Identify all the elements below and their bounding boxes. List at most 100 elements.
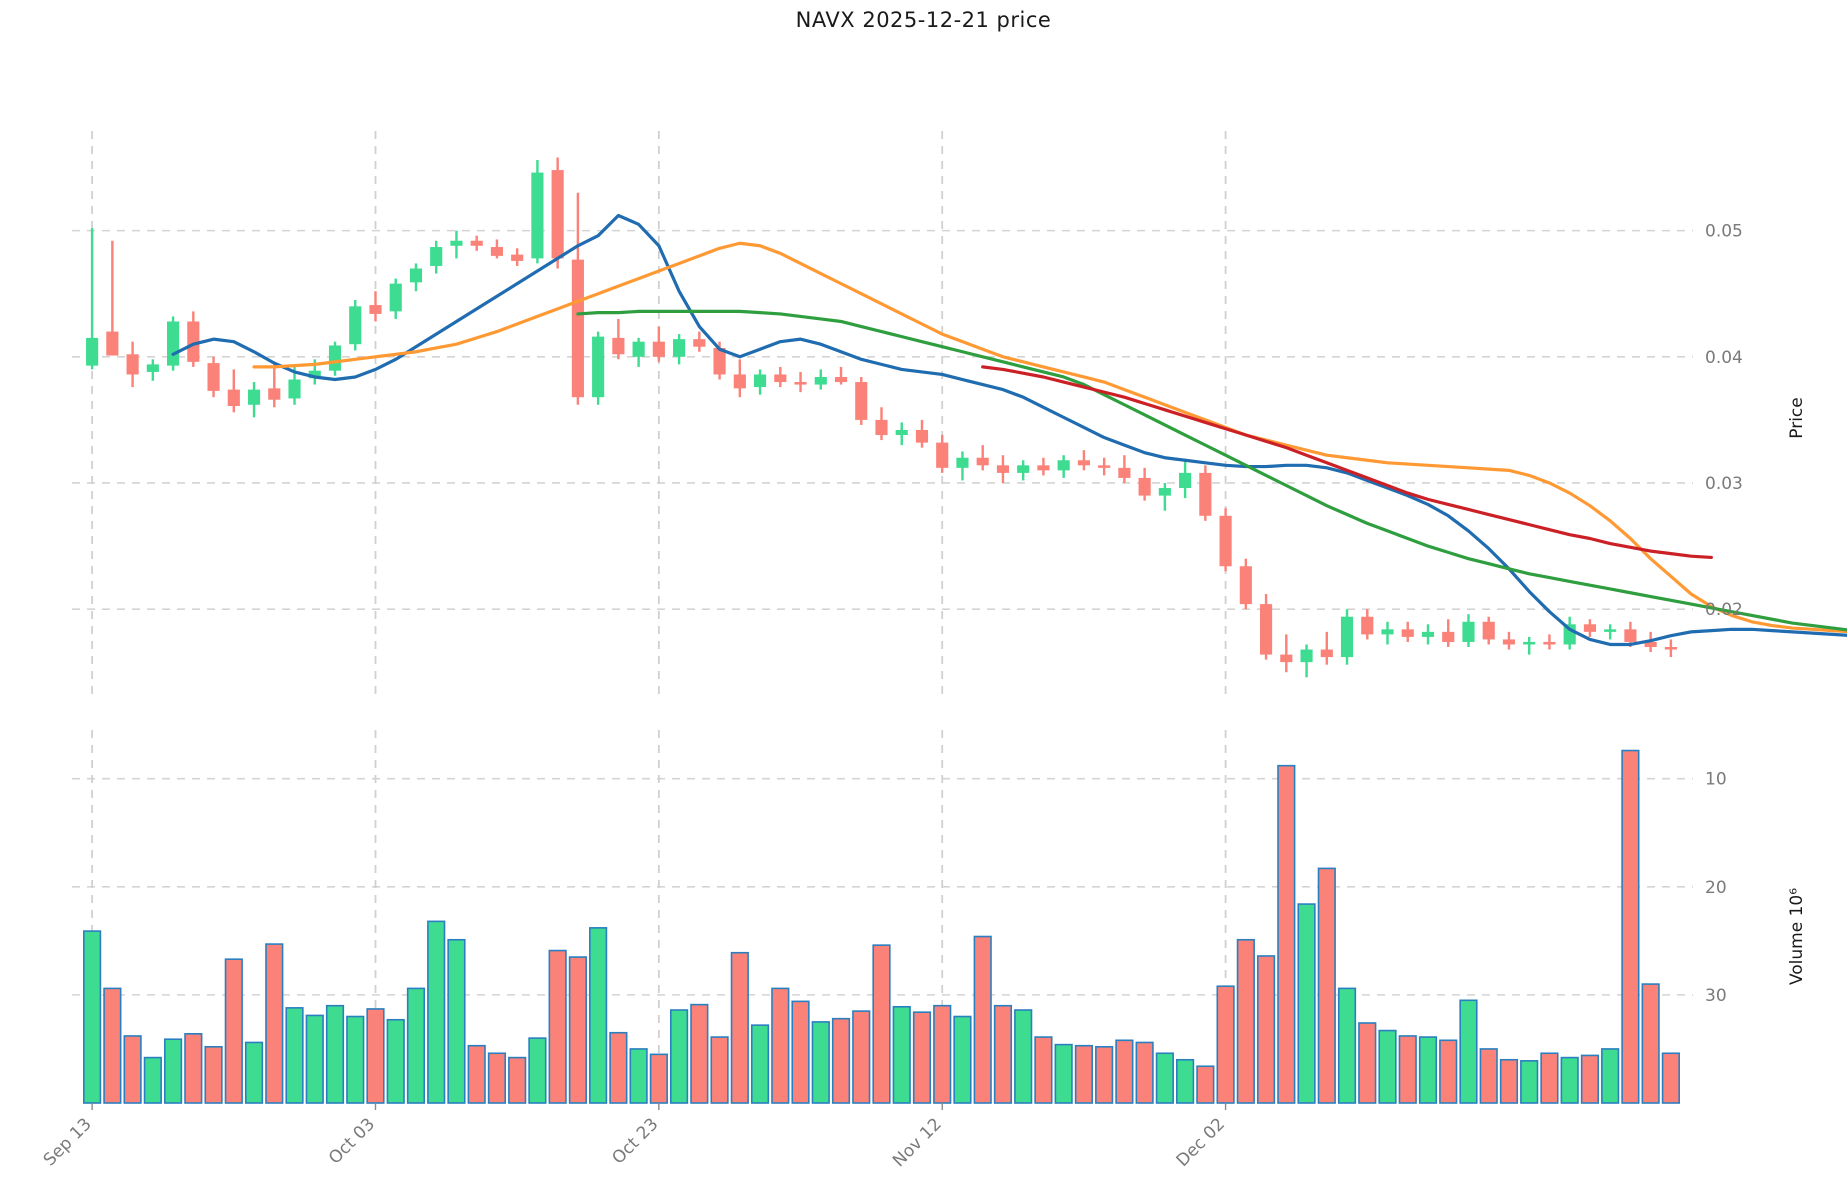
volume-bar: [831, 1017, 851, 1104]
volume-bar: [1459, 999, 1478, 1104]
volume-bar: [933, 1004, 952, 1104]
candle-body: [1037, 465, 1050, 471]
xtick-label-3: Nov 12: [889, 1114, 946, 1171]
candle-body: [834, 376, 848, 383]
candle-body: [349, 306, 362, 345]
xtick-label-4: Dec 02: [1173, 1114, 1230, 1171]
candle-body: [167, 321, 180, 366]
volume-tick-label-2: 10: [1705, 770, 1727, 790]
candle-body: [1644, 641, 1657, 648]
volume-bar: [649, 1053, 668, 1104]
candle-body: [632, 341, 645, 357]
volume-bar: [163, 1038, 183, 1104]
volume-bar: [1418, 1036, 1438, 1104]
candle-body: [146, 364, 159, 372]
volume-bar: [1661, 1052, 1680, 1104]
candle-body: [693, 339, 706, 347]
candle-body: [1361, 616, 1374, 635]
candle-body: [328, 345, 342, 371]
candle-body: [551, 170, 564, 259]
volume-bar: [1540, 1052, 1559, 1104]
candle-body: [1017, 465, 1030, 473]
volume-bar: [1054, 1043, 1073, 1104]
volume-bar: [1095, 1045, 1114, 1104]
volume-bar: [1216, 985, 1235, 1104]
candle-body: [895, 429, 908, 436]
candle-body: [187, 321, 200, 362]
volume-bar: [1580, 1054, 1600, 1104]
volume-bar: [609, 1031, 628, 1104]
volume-bar: [1398, 1035, 1417, 1104]
volume-bar: [1236, 938, 1255, 1104]
volume-bar: [1034, 1036, 1053, 1104]
volume-bar: [710, 1036, 729, 1104]
candle-body: [308, 370, 321, 379]
volume-bar: [750, 1024, 770, 1104]
ma-line-2: [576, 309, 1847, 632]
candle-body: [1482, 621, 1495, 640]
candle-body: [470, 240, 483, 246]
volume-bar: [1256, 955, 1276, 1104]
candle-body: [1118, 467, 1131, 478]
price-axis-title: Price: [1787, 397, 1807, 438]
candle-body: [855, 382, 868, 420]
volume-bar: [1074, 1044, 1094, 1104]
volume-bar: [386, 1018, 405, 1104]
candle-body: [86, 337, 99, 366]
volume-bar: [1014, 1009, 1033, 1104]
volume-bar: [690, 1003, 709, 1104]
candle-body: [1138, 477, 1151, 496]
candle-body: [1259, 604, 1273, 655]
candle-body: [1543, 641, 1556, 645]
volume-bar: [1479, 1048, 1498, 1104]
volume-bar: [1641, 983, 1660, 1104]
volume-bar: [528, 1037, 547, 1104]
candle-body: [1158, 488, 1171, 496]
volume-bar: [1378, 1029, 1397, 1104]
candle-body: [1502, 639, 1516, 645]
price-gridlines: [72, 229, 1693, 610]
volume-bar: [83, 930, 102, 1104]
candle-body: [1098, 465, 1111, 468]
candle-body: [814, 376, 827, 385]
price-axis-labels: 0.05 0.04 0.03 0.02: [1705, 222, 1743, 621]
x-axis-labels: Sep 13 Oct 03 Oct 23 Nov 12 Dec 02: [40, 1114, 1229, 1171]
volume-bar: [1176, 1058, 1195, 1104]
volume-bar: [285, 1007, 304, 1104]
candle-body: [227, 389, 240, 407]
volume-bar: [1601, 1048, 1620, 1104]
volume-bar: [265, 943, 284, 1104]
volume-bar: [508, 1056, 527, 1104]
volume-bar: [1155, 1052, 1174, 1104]
volume-bar: [406, 987, 426, 1104]
candle-body: [753, 374, 767, 388]
volume-bar: [204, 1045, 223, 1104]
moving-average-lines: [171, 213, 1847, 647]
candle-body: [1219, 515, 1232, 567]
candle-body: [369, 305, 382, 314]
volume-bars: [83, 749, 1680, 1104]
volume-bar: [771, 987, 790, 1104]
candle-body: [1239, 566, 1252, 605]
candle-body: [1381, 629, 1394, 635]
candle-body: [247, 389, 261, 405]
candle-body: [1057, 460, 1070, 471]
candle-body: [673, 339, 686, 357]
candle-body: [207, 363, 220, 391]
volume-bar: [1560, 1056, 1579, 1104]
volume-axis-labels: 30 20 10: [1705, 770, 1727, 1006]
candle-body: [996, 465, 1010, 473]
candle-body: [612, 337, 625, 355]
candle-body: [1199, 472, 1212, 516]
candle-body: [1401, 629, 1414, 637]
axis-titles: Price Volume 10⁶: [1787, 397, 1807, 985]
volume-bar: [1439, 1039, 1458, 1104]
ma-line-0: [171, 213, 1847, 647]
ma-line-3: [981, 365, 1713, 560]
volume-bar: [447, 938, 466, 1104]
volume-bar: [1499, 1058, 1519, 1104]
volume-bar: [1317, 867, 1336, 1104]
price-tick-label-0: 0.05: [1705, 222, 1743, 242]
